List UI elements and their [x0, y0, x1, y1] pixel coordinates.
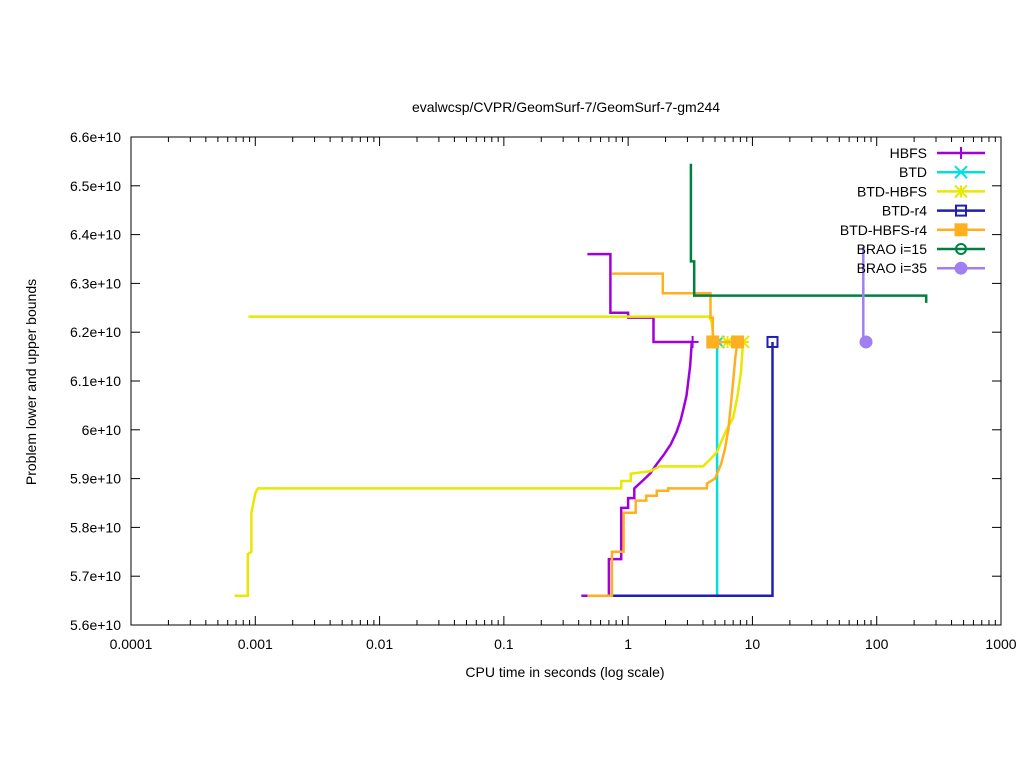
x-tick-label: 0.0001 [110, 636, 153, 652]
series-layer [234, 163, 928, 597]
legend-marker [954, 223, 968, 237]
x-axis-label: CPU time in seconds (log scale) [465, 664, 664, 680]
x-tick-label: 0.01 [366, 636, 393, 652]
x-tick-label: 100 [865, 636, 889, 652]
legend-entry: BTD-HBFS-r4 [840, 222, 985, 238]
legend-entry: HBFS [890, 145, 985, 161]
legend-label: BTD-r4 [882, 203, 927, 219]
series-btd-r4 [600, 335, 779, 597]
legend-marker [954, 165, 968, 179]
series-brao-i-15 [689, 163, 928, 303]
series-btd-hbfs [234, 315, 750, 597]
lower-bound-line [600, 342, 774, 597]
y-tick-label: 5.7e+10 [70, 568, 121, 584]
legend: HBFS BTD BTD-HBFS BTD-r4 BTD-HBFS-r4 BRAO i=1… [840, 145, 985, 276]
x-tick-label: 0.001 [238, 636, 273, 652]
y-tick-label: 6.4e+10 [70, 227, 121, 243]
legend-label: BTD-HBFS-r4 [840, 222, 927, 238]
legend-marker [954, 261, 968, 275]
lower-bound-line [234, 341, 745, 597]
legend-label: BTD-HBFS [857, 183, 927, 199]
lower-bound-line [587, 341, 739, 597]
data-point-marker [731, 335, 745, 349]
y-tick-label: 6.1e+10 [70, 373, 121, 389]
legend-entry: BTD-r4 [882, 203, 985, 219]
y-tick-label: 6.2e+10 [70, 324, 121, 340]
y-tick-label: 6.3e+10 [70, 275, 121, 291]
legend-marker [955, 204, 967, 217]
x-axis: 0.0001 0.001 0.01 0.1 1 10 100 1000 [110, 137, 1017, 652]
legend-entry: BTD-HBFS [857, 183, 985, 199]
y-axis-label: Problem lower and upper bounds [23, 279, 39, 485]
y-tick-label: 6.5e+10 [70, 178, 121, 194]
y-axis: 5.6e+10 5.7e+10 5.8e+10 5.9e+10 6e+10 6.1e+10… [70, 129, 1001, 633]
legend-entry: BTD [899, 164, 985, 180]
data-point-marker [706, 335, 720, 349]
series-hbfs [581, 252, 699, 597]
lower-bound-line [689, 163, 928, 303]
x-tick-label: 10 [745, 636, 761, 652]
legend-entry: BRAO i=35 [857, 260, 985, 276]
upper-bound-line [587, 252, 693, 344]
y-tick-label: 5.9e+10 [70, 471, 121, 487]
lower-bound-line [581, 340, 694, 597]
x-tick-label: 0.1 [494, 636, 514, 652]
plot-area [130, 136, 1002, 626]
upper-bound-line [611, 272, 738, 344]
series-brao-i-35 [859, 246, 873, 349]
upper-bound-line [248, 315, 744, 344]
data-point-marker [766, 335, 779, 348]
series-btd [711, 335, 725, 596]
legend-label: BRAO i=15 [857, 241, 928, 257]
legend-marker [955, 147, 967, 159]
legend-marker [954, 184, 968, 199]
legend-label: BRAO i=35 [857, 260, 928, 276]
y-tick-label: 5.6e+10 [70, 617, 121, 633]
legend-label: HBFS [890, 145, 927, 161]
legend-label: BTD [899, 164, 927, 180]
legend-entry: BRAO i=15 [857, 241, 985, 257]
y-tick-label: 6e+10 [82, 422, 122, 438]
y-tick-label: 6.6e+10 [70, 129, 121, 145]
x-tick-label: 1000 [985, 636, 1016, 652]
plot-border [130, 136, 1002, 626]
legend-marker [955, 243, 967, 255]
chart-title: evalwcsp/CVPR/GeomSurf-7/GeomSurf-7-gm24… [412, 99, 720, 115]
data-point-marker [859, 335, 873, 349]
y-tick-label: 5.8e+10 [70, 519, 121, 535]
x-tick-label: 1 [624, 636, 632, 652]
data-point-marker [686, 335, 699, 348]
series-btd-hbfs-r4 [587, 272, 745, 597]
